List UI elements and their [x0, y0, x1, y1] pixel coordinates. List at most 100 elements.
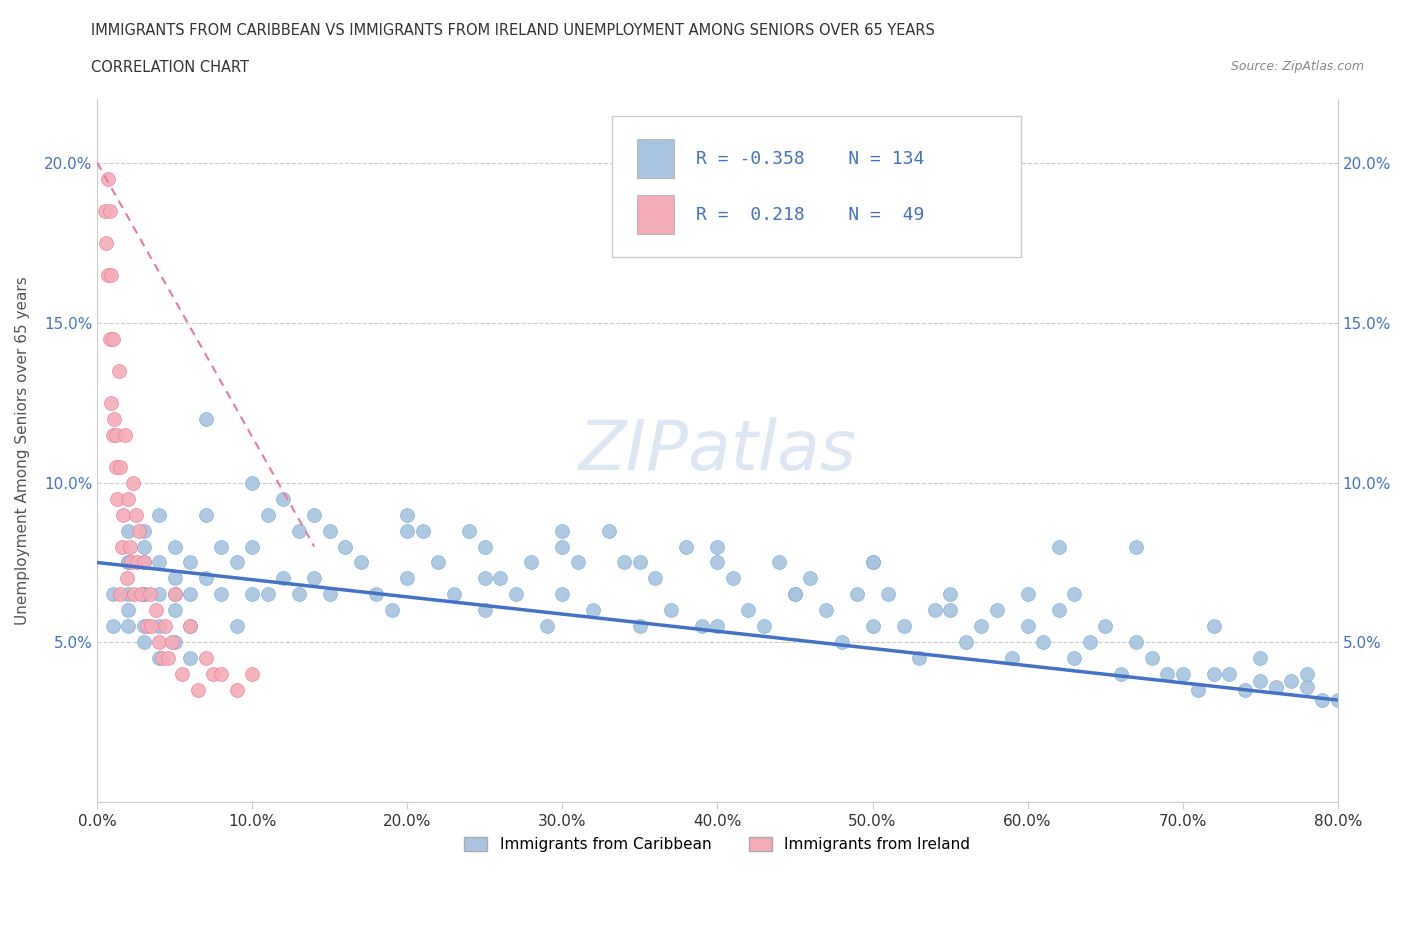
- Point: [179, 619, 201, 634]
- Point: [783, 587, 806, 602]
- Point: [412, 523, 434, 538]
- Point: [319, 523, 342, 538]
- Point: [179, 587, 201, 602]
- Point: [706, 539, 728, 554]
- Point: [172, 667, 194, 682]
- Point: [768, 555, 790, 570]
- Point: [1295, 680, 1317, 695]
- Point: [939, 603, 962, 618]
- Point: [458, 523, 481, 538]
- Point: [117, 603, 139, 618]
- FancyBboxPatch shape: [637, 140, 673, 178]
- Point: [1140, 651, 1163, 666]
- Point: [690, 619, 713, 634]
- Point: [628, 555, 651, 570]
- Point: [132, 619, 155, 634]
- Point: [1264, 680, 1286, 695]
- Point: [443, 587, 465, 602]
- Point: [381, 603, 404, 618]
- Point: [1017, 587, 1039, 602]
- Point: [287, 523, 309, 538]
- Point: [114, 427, 136, 442]
- Point: [194, 411, 217, 426]
- Point: [163, 635, 186, 650]
- Point: [582, 603, 605, 618]
- Point: [1109, 667, 1132, 682]
- Point: [427, 555, 450, 570]
- Point: [117, 619, 139, 634]
- Point: [831, 635, 853, 650]
- Point: [1063, 651, 1085, 666]
- Point: [110, 459, 132, 474]
- Point: [128, 523, 150, 538]
- Point: [396, 571, 419, 586]
- Point: [163, 539, 186, 554]
- Point: [893, 619, 915, 634]
- Point: [179, 619, 201, 634]
- Point: [644, 571, 666, 586]
- Point: [117, 491, 139, 506]
- Point: [628, 619, 651, 634]
- Point: [240, 667, 263, 682]
- Point: [157, 651, 180, 666]
- Point: [209, 587, 232, 602]
- Point: [117, 523, 139, 538]
- Point: [908, 651, 931, 666]
- Point: [121, 475, 143, 490]
- Point: [225, 555, 247, 570]
- Point: [155, 619, 177, 634]
- Point: [659, 603, 682, 618]
- Point: [799, 571, 821, 586]
- Point: [150, 651, 173, 666]
- Point: [148, 555, 170, 570]
- Point: [148, 587, 170, 602]
- Point: [202, 667, 225, 682]
- Point: [129, 587, 152, 602]
- Point: [706, 555, 728, 570]
- Point: [148, 635, 170, 650]
- Text: CORRELATION CHART: CORRELATION CHART: [91, 60, 249, 75]
- Point: [1202, 667, 1225, 682]
- Point: [862, 619, 884, 634]
- Point: [139, 587, 162, 602]
- Point: [117, 587, 139, 602]
- Point: [1187, 683, 1209, 698]
- Point: [132, 539, 155, 554]
- Point: [1171, 667, 1194, 682]
- Point: [94, 204, 117, 219]
- Point: [1001, 651, 1024, 666]
- Point: [721, 571, 744, 586]
- Point: [110, 587, 132, 602]
- Point: [1032, 635, 1054, 650]
- Point: [135, 619, 157, 634]
- Point: [115, 571, 138, 586]
- Point: [302, 507, 325, 522]
- Point: [752, 619, 775, 634]
- Point: [163, 603, 186, 618]
- Point: [148, 619, 170, 634]
- Point: [675, 539, 697, 554]
- Text: ZIPatlas: ZIPatlas: [578, 417, 856, 484]
- Point: [489, 571, 512, 586]
- Point: [100, 395, 122, 410]
- Point: [1047, 539, 1070, 554]
- Point: [613, 555, 636, 570]
- Point: [108, 363, 131, 378]
- Point: [240, 539, 263, 554]
- Point: [125, 507, 148, 522]
- Point: [101, 331, 124, 346]
- Point: [474, 539, 496, 554]
- Point: [240, 475, 263, 490]
- Point: [101, 587, 124, 602]
- Point: [209, 667, 232, 682]
- FancyBboxPatch shape: [637, 195, 673, 234]
- Point: [209, 539, 232, 554]
- Point: [132, 587, 155, 602]
- Point: [551, 523, 574, 538]
- Point: [474, 571, 496, 586]
- Point: [1047, 603, 1070, 618]
- Text: R =  0.218    N =  49: R = 0.218 N = 49: [696, 206, 925, 224]
- Point: [179, 555, 201, 570]
- Point: [187, 683, 209, 698]
- Point: [256, 587, 278, 602]
